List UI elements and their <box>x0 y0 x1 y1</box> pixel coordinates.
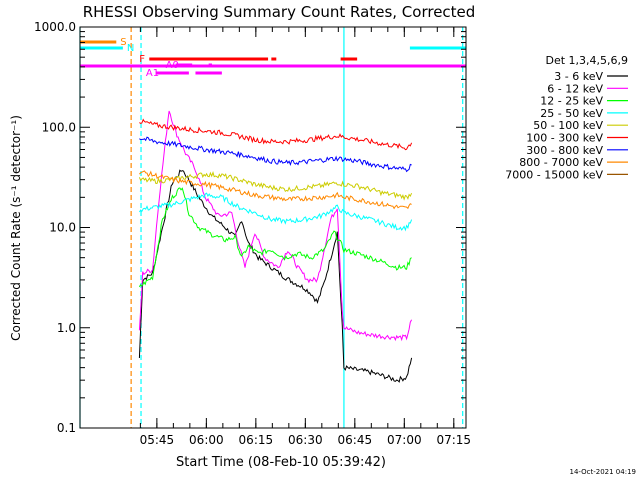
x-tick-label: 05:45 <box>140 433 175 447</box>
flag-label-s: S <box>120 37 126 48</box>
series-line-4 <box>138 171 413 201</box>
y-tick-label: 0.1 <box>57 421 76 435</box>
plot-area: SNFA0A1 <box>79 27 466 428</box>
y-tick-label: 100.0 <box>42 120 76 134</box>
x-tick-label: 06:15 <box>239 433 274 447</box>
flag-label-a1: A1 <box>146 68 159 79</box>
legend-label-1: 6 - 12 keV <box>547 82 603 95</box>
series-line-2 <box>138 187 412 288</box>
y-tick-label: 1.0 <box>57 321 76 335</box>
x-tick-label: 07:15 <box>436 433 471 447</box>
series-line-0 <box>138 169 413 383</box>
legend-label-3: 25 - 50 keV <box>540 107 603 120</box>
x-axis-label: Start Time (08-Feb-10 05:39:42) <box>176 455 386 470</box>
chart-title: RHESSI Observing Summary Count Rates, Co… <box>83 3 476 21</box>
legend-label-6: 300 - 800 keV <box>526 144 603 157</box>
x-tick-label: 06:00 <box>189 433 224 447</box>
y-tick-label: 1000.0 <box>34 20 76 34</box>
series-line-3 <box>138 192 413 232</box>
legend-label-8: 7000 - 15000 keV <box>505 168 603 181</box>
legend-title: Det 1,3,4,5,6,9 <box>545 54 628 67</box>
x-tick-label: 06:45 <box>338 433 373 447</box>
legend-label-5: 100 - 300 keV <box>526 132 603 145</box>
y-tick-label: 10.0 <box>49 221 76 235</box>
x-tick-label: 06:30 <box>288 433 323 447</box>
legend-label-2: 12 - 25 keV <box>540 95 603 108</box>
flag-label-f: F <box>139 54 145 65</box>
series-line-1 <box>138 110 413 342</box>
series-line-6 <box>139 136 412 173</box>
y-axis-label: Corrected Count Rate (s⁻¹ detector⁻¹) <box>9 115 23 341</box>
legend-label-4: 50 - 100 keV <box>533 119 603 132</box>
flag-label-n: N <box>127 43 134 54</box>
series-line-5 <box>139 118 413 151</box>
legend-label-0: 3 - 6 keV <box>554 70 603 83</box>
x-tick-label: 07:00 <box>387 433 422 447</box>
axes: 0.1 1.0 10.0 100.0 1000.0 05:45 06:00 06:15 06:3… <box>34 20 471 447</box>
footer-date: 14-Oct-2021 04:19 <box>570 468 636 476</box>
legend-label-7: 800 - 7000 keV <box>519 156 603 169</box>
series-line-7 <box>139 170 412 210</box>
